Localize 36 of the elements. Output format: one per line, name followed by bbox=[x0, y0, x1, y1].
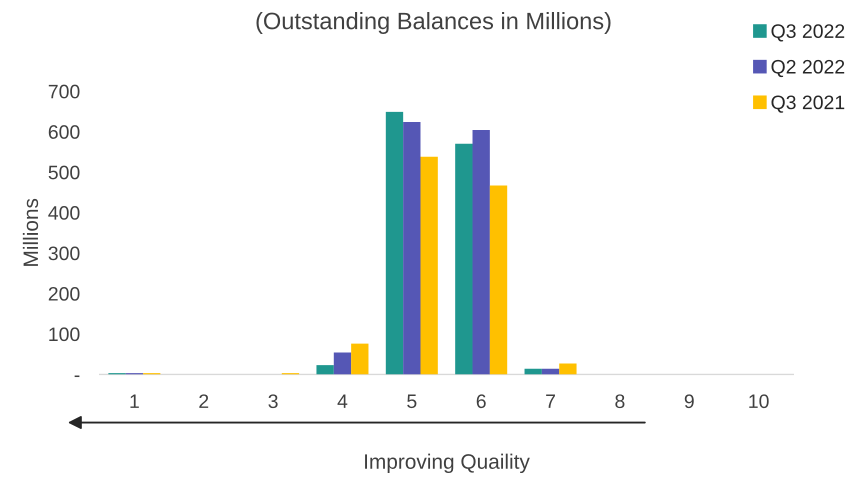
bar bbox=[455, 144, 473, 374]
y-tick-label: 500 bbox=[48, 166, 80, 180]
x-tick-label: 7 bbox=[546, 394, 555, 408]
bar bbox=[351, 344, 368, 374]
legend-label: Q3 2021 bbox=[771, 96, 844, 113]
x-tick-label: 10 bbox=[749, 394, 769, 408]
y-tick-label: - bbox=[74, 376, 80, 378]
bar bbox=[490, 185, 508, 374]
y-axis-title: Millions bbox=[22, 198, 38, 266]
x-tick-label: 5 bbox=[407, 394, 416, 408]
bar bbox=[472, 130, 490, 374]
y-tick-label: 100 bbox=[49, 327, 80, 342]
bar bbox=[559, 363, 577, 374]
bar bbox=[334, 352, 352, 374]
bar bbox=[420, 156, 438, 374]
x-axis-title: Improving Quaility bbox=[365, 454, 530, 474]
x-tick-label: 2 bbox=[199, 394, 208, 408]
legend-label: Q2 2022 bbox=[771, 60, 844, 78]
x-tick-label: 9 bbox=[684, 394, 694, 408]
x-tick-label: 4 bbox=[338, 394, 348, 408]
bar bbox=[524, 368, 542, 374]
legend-label: Q3 2022 bbox=[771, 24, 844, 42]
x-tick-label: 8 bbox=[615, 394, 624, 408]
bar bbox=[386, 112, 404, 374]
chart-title: (Outstanding Balances in Millions) bbox=[256, 12, 611, 34]
x-tick-label: 6 bbox=[476, 394, 486, 408]
bar bbox=[316, 365, 334, 374]
y-tick-label: 700 bbox=[48, 84, 80, 98]
y-tick-label: 200 bbox=[48, 286, 80, 301]
y-tick-label: 400 bbox=[48, 206, 80, 220]
x-tick-label: 3 bbox=[268, 394, 278, 408]
bar bbox=[542, 368, 560, 374]
y-tick-label: 600 bbox=[48, 125, 80, 139]
bar bbox=[403, 122, 420, 374]
y-tick-label: 300 bbox=[48, 246, 80, 260]
x-tick-label: 1 bbox=[130, 394, 139, 408]
